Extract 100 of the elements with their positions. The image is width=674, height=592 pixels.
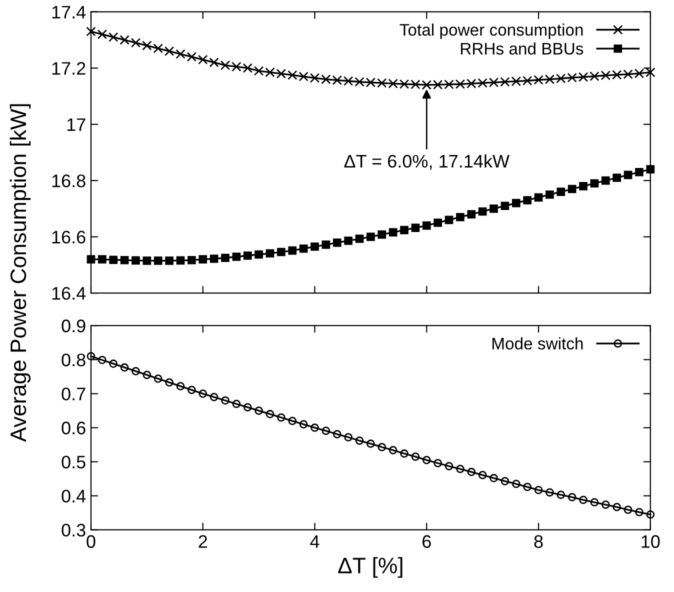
x-tick-label: 2 [198, 535, 207, 548]
point [400, 226, 408, 234]
point [444, 462, 454, 470]
point [120, 256, 129, 264]
point [366, 440, 375, 448]
x-axis-title: ΔT [%] [338, 557, 402, 578]
point [188, 256, 196, 264]
point [601, 500, 610, 509]
point [344, 433, 352, 442]
point [646, 510, 655, 519]
point [546, 190, 554, 199]
point [120, 35, 130, 45]
point [153, 44, 163, 54]
point [434, 458, 442, 468]
point [310, 424, 319, 432]
point [154, 374, 162, 383]
point [154, 256, 162, 265]
point [400, 449, 408, 458]
point [132, 367, 140, 376]
x-tick-label: 6 [422, 535, 431, 548]
point [434, 218, 442, 227]
point [635, 508, 644, 516]
point [523, 196, 532, 204]
point [221, 254, 230, 262]
point [512, 480, 520, 488]
point [601, 176, 610, 185]
point [165, 378, 174, 387]
point [456, 212, 464, 222]
point [456, 464, 464, 474]
point [388, 228, 398, 236]
point [646, 165, 655, 174]
point [378, 442, 386, 452]
point [568, 184, 576, 194]
y-tick-label: 0.9 [62, 320, 86, 332]
point [266, 410, 274, 418]
point [355, 436, 364, 445]
point [411, 224, 420, 232]
point [512, 198, 520, 208]
point [467, 468, 476, 476]
x-tick-label: 4 [310, 535, 320, 548]
point [98, 356, 106, 364]
point [243, 251, 252, 260]
point [422, 221, 431, 230]
point [165, 256, 174, 265]
point [109, 360, 118, 368]
point [176, 382, 185, 390]
point [254, 406, 263, 415]
point [332, 430, 342, 438]
point [467, 210, 476, 218]
point [444, 216, 454, 224]
point [590, 498, 599, 506]
point [221, 396, 230, 405]
point [86, 352, 96, 360]
point [254, 250, 263, 259]
point [210, 392, 218, 402]
point [288, 416, 297, 426]
legend-label: Total power consumption [400, 24, 583, 40]
y-tick-label: 0.7 [62, 388, 86, 400]
point [355, 234, 364, 243]
point [108, 32, 118, 42]
point [366, 232, 375, 241]
point [86, 26, 96, 36]
point [132, 256, 140, 265]
point [411, 452, 420, 461]
point [142, 40, 152, 50]
point [186, 52, 197, 62]
point [612, 174, 622, 182]
y-tick-label: 16.6 [52, 230, 86, 244]
point [198, 255, 208, 264]
point [534, 193, 543, 202]
point [500, 202, 510, 210]
point [232, 400, 241, 408]
point [188, 386, 196, 394]
x-tick-label: 0 [86, 535, 96, 548]
point [534, 486, 543, 494]
point [288, 246, 297, 255]
y-tick-label: 0.8 [62, 354, 86, 366]
point [266, 249, 274, 258]
point [198, 54, 208, 65]
point [344, 236, 352, 245]
point [142, 370, 152, 380]
point [176, 49, 186, 59]
point [322, 240, 330, 249]
legend-label: RRHs and BBUs [461, 42, 584, 55]
point [142, 256, 152, 265]
point [120, 363, 129, 372]
annotation: ΔT = 6.0%, 17.14kW [344, 154, 510, 170]
point [243, 403, 252, 412]
point [478, 470, 487, 480]
point [546, 488, 554, 497]
point [310, 242, 319, 251]
y-axis-title: Average Power Consumption [kW] [10, 104, 31, 442]
point [579, 496, 588, 504]
point [378, 230, 386, 239]
point [210, 254, 218, 263]
legend-label: Mode switch [492, 337, 583, 350]
y-tick-label: 17.4 [52, 6, 86, 18]
point [176, 256, 185, 265]
point [209, 58, 219, 68]
point [130, 38, 141, 48]
